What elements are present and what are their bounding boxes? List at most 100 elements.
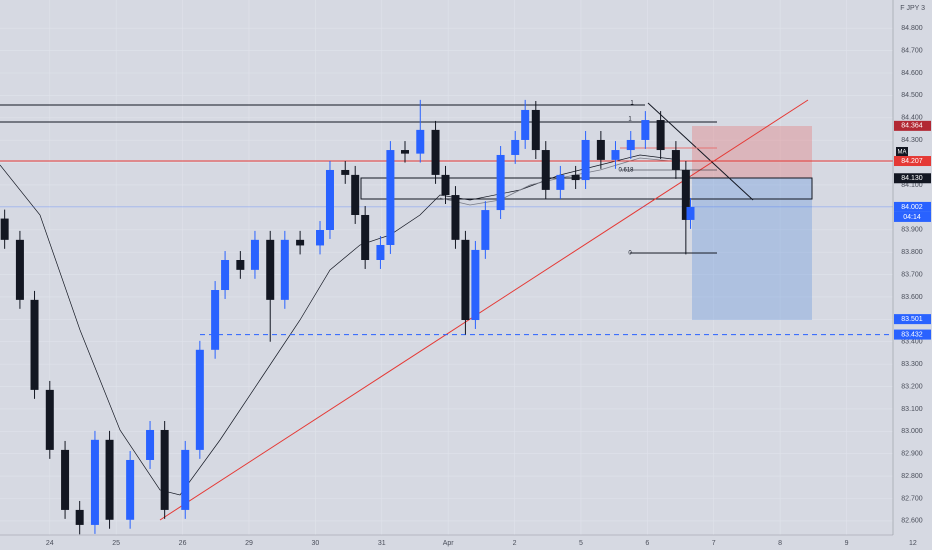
y-tick-label: 82.700: [901, 495, 923, 502]
y-tick-label: 83.200: [901, 383, 923, 390]
candle-body: [656, 120, 665, 151]
price-marker: [894, 173, 931, 184]
price-marker-label: 83.432: [901, 331, 923, 338]
candles: [0, 99, 695, 535]
indicator-label: MA: [898, 150, 907, 156]
y-tick-label: 84.400: [901, 115, 923, 122]
reward-zone: [692, 178, 812, 320]
risk-zone: [692, 126, 812, 178]
candle-body: [531, 109, 540, 151]
drawing-label: 1: [628, 117, 632, 123]
candle-body: [15, 239, 24, 300]
price-marker: [894, 120, 931, 131]
y-tick-label: 84.600: [901, 70, 923, 77]
candle-body: [611, 150, 620, 160]
candle-body: [280, 239, 289, 300]
candle-body: [0, 218, 9, 240]
price-lines: [0, 160, 893, 336]
y-tick-label: 82.800: [901, 473, 923, 480]
x-tick-label: 25: [112, 540, 120, 547]
moving-average: [0, 154, 681, 496]
x-tick-label: 6: [645, 540, 649, 547]
candle-body: [90, 439, 99, 525]
candle-body: [211, 290, 220, 350]
candle-body: [266, 239, 275, 300]
candle-body: [376, 244, 385, 260]
candle-body: [581, 139, 590, 181]
y-tick-label: 83.900: [901, 227, 923, 234]
price-marker: [894, 201, 931, 212]
x-tick-label: 29: [245, 540, 253, 547]
candle-body: [461, 239, 470, 321]
candle-body: [671, 150, 680, 170]
candle-body: [541, 150, 550, 190]
candle-body: [401, 150, 410, 154]
y-tick-label: 84.800: [901, 25, 923, 32]
candle-body: [496, 154, 505, 211]
candle-body: [250, 239, 259, 270]
x-tick-label: 9: [845, 540, 849, 547]
price-marker: [894, 314, 931, 325]
x-tick-label: 8: [778, 540, 782, 547]
candle-body: [511, 139, 520, 155]
y-tick-label: 83.300: [901, 361, 923, 368]
candle-body: [626, 139, 635, 151]
x-tick-label: 31: [378, 540, 386, 547]
candle-body: [451, 195, 460, 240]
candle-body: [236, 259, 245, 270]
candle-body: [481, 210, 490, 250]
y-tick-label: 82.900: [901, 451, 923, 458]
candle-body: [386, 150, 395, 245]
candle-body: [686, 206, 695, 220]
symbol: F JPY 3: [900, 5, 925, 12]
price-marker: [894, 329, 931, 340]
axes-labels: 84.800 84.700 84.600 84.500 84.400 84.300 84.2…: [46, 25, 931, 547]
candle-body: [571, 174, 580, 181]
time-axis: [0, 535, 893, 550]
drawing-label: 0: [628, 251, 632, 257]
candle-body: [341, 169, 350, 175]
candle-body: [351, 174, 360, 215]
price-axis: [893, 0, 932, 550]
x-tick-label: 5: [579, 540, 583, 547]
grid: [0, 0, 913, 535]
x-tick-label: 24: [46, 540, 54, 547]
candle-body: [181, 449, 190, 510]
candle-body: [325, 169, 334, 230]
candle-body: [146, 429, 155, 460]
price-marker-label: 84.207: [901, 158, 923, 165]
candle-body: [316, 229, 325, 246]
x-tick-label: 2: [513, 540, 517, 547]
candle-body: [61, 449, 70, 510]
y-tick-label: 84.100: [901, 182, 923, 189]
candle-body: [416, 129, 425, 154]
candle-body: [126, 459, 135, 520]
candle-body: [45, 389, 54, 450]
candle-body: [361, 214, 370, 260]
candle-body: [471, 249, 480, 321]
y-tick-label: 83.400: [901, 339, 923, 346]
candle-body: [441, 174, 450, 196]
candle-body: [596, 139, 605, 160]
x-tick-label: 12: [909, 540, 917, 547]
x-tick-label: Apr: [443, 540, 455, 547]
x-tick-label: 26: [179, 540, 187, 547]
y-tick-label: 83.000: [901, 428, 923, 435]
x-tick-label: 30: [311, 540, 319, 547]
candle-body: [75, 509, 84, 525]
price-marker: [894, 156, 931, 167]
candle-body: [105, 439, 114, 520]
drawing-label: 0.618: [618, 168, 634, 174]
y-tick-label: 83.800: [901, 249, 923, 256]
y-tick-label: 82.600: [901, 518, 923, 525]
candle-body: [521, 109, 530, 140]
price-marker-label: 84.130: [901, 175, 923, 182]
indicator-tag: [896, 147, 908, 156]
candle-body: [681, 169, 690, 220]
trend-line: [647, 102, 754, 201]
y-tick-label: 83.600: [901, 294, 923, 301]
y-tick-label: 84.700: [901, 47, 923, 54]
candle-body: [221, 259, 230, 291]
drawing-label: 1: [630, 101, 634, 107]
